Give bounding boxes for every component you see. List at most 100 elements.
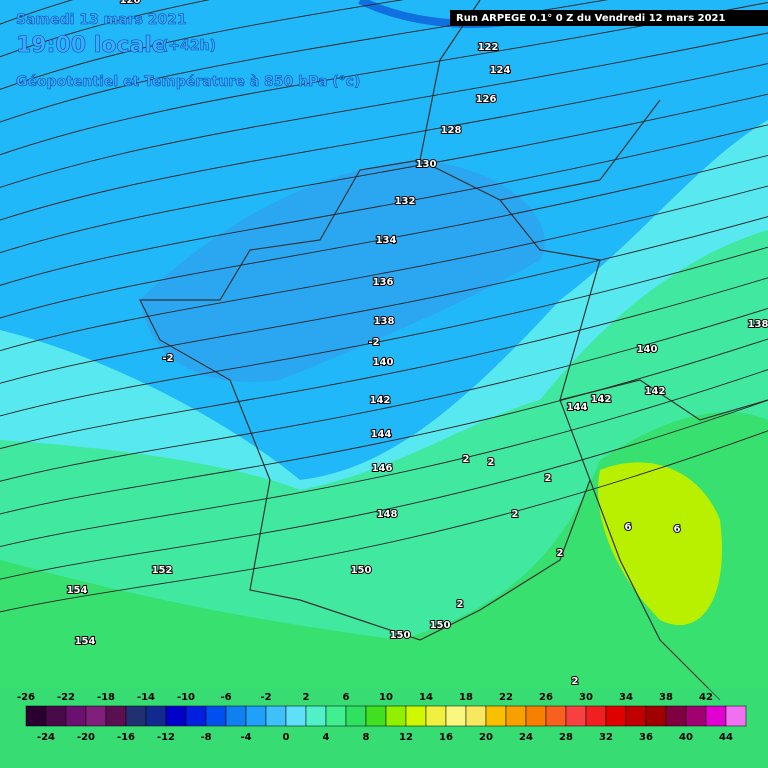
scale-swatch [505,705,527,727]
contour [0,246,768,417]
contour [0,216,768,384]
contour-label: 140 [637,344,658,355]
country-borders [419,0,768,701]
scale-swatch [525,705,547,727]
scale-swatch [625,705,647,727]
contour [0,338,768,515]
contour-label: 154 [67,585,88,596]
contour [0,277,768,450]
scale-label: -20 [77,732,95,743]
contour-label: 138 [748,319,768,330]
scale-swatch [685,705,707,727]
scale-label: -2 [260,692,271,703]
scale-label: 20 [479,732,493,743]
contour-label: 134 [376,235,397,246]
scale-swatch [305,705,327,727]
scale-label: -22 [57,692,75,703]
legend-backdrop [0,688,768,768]
scale-swatch [105,705,127,727]
scale-label: 2 [303,692,310,703]
contour-label: 136 [373,277,394,288]
scale-label: -18 [97,692,115,703]
scale-swatch [385,705,407,727]
scale-swatch [245,705,267,727]
time: 19:00 locale [16,33,167,58]
temperature-label: 2 [572,676,579,687]
scale-label: 32 [599,732,613,743]
scale-label: 28 [559,732,573,743]
scale-swatch [665,705,687,727]
contour [0,369,768,548]
scale-swatch [465,705,487,727]
scale-swatch [705,705,727,727]
scale-swatch [345,705,367,727]
scale-label: 34 [619,692,633,703]
scale-label: -12 [157,732,175,743]
scale-label: 6 [343,692,350,703]
scale-label: 42 [699,692,713,703]
scale-label: 26 [539,692,553,703]
scale-label: -26 [17,692,35,703]
scale-label: 18 [459,692,473,703]
contour-label: 142 [370,395,391,406]
contour [0,124,768,286]
scale-label: 36 [639,732,653,743]
scale-swatch [125,705,147,727]
scale-label: 14 [419,692,433,703]
temperature-label: 6 [674,524,681,535]
scale-swatch [25,705,47,727]
contour-label: 140 [373,357,394,368]
scale-swatch [725,705,747,727]
scale-swatch [445,705,467,727]
color-scale: -26 -22 -18 -14 -10 -6 -2 2 6 10 14 18 22 26 30 34 38 42-… [17,692,747,743]
contour-label: 152 [152,565,173,576]
contour [0,63,768,221]
scale-label: -8 [200,732,211,743]
contour [0,93,768,254]
scale-swatch [325,705,347,727]
contour [0,430,768,613]
parameter: Géopotentiel et Température à 850 hPa (°… [16,74,360,90]
contour-label: 144 [567,402,588,413]
france-border [139,159,601,641]
scale-swatch [565,705,587,727]
temperature-label: 2 [457,599,464,610]
scale-swatch [605,705,627,727]
contour-label: 150 [390,630,411,641]
temperature-label: 2 [512,509,519,520]
temperature-label: 2 [488,457,495,468]
scale-swatch [365,705,387,727]
contour-label: 128 [441,125,462,136]
scale-label: 10 [379,692,393,703]
contour-label: 150 [351,565,372,576]
date: Samedi 13 mars 2021 [16,12,187,28]
run-banner [450,10,768,26]
contour [0,0,609,123]
scale-label: 16 [439,732,453,743]
scale-label: 0 [283,732,290,743]
temperature-label: 2 [545,473,552,484]
contour-label: 142 [591,394,612,405]
contour-label: 130 [416,159,437,170]
scale-label: 38 [659,692,673,703]
contour [0,1,768,156]
scale-swatch [405,705,427,727]
run-info: Run ARPEGE 0.1° 0 Z du Vendredi 12 mars … [456,13,726,24]
scale-label: -24 [37,732,55,743]
scale-label: 8 [363,732,370,743]
borders [139,0,768,701]
scale-label: 12 [399,732,413,743]
scale-label: 22 [499,692,513,703]
scale-label: 40 [679,732,693,743]
contour-label: 142 [645,386,666,397]
contour-label: 150 [430,620,451,631]
scale-swatch [145,705,167,727]
contour-label: 154 [75,636,96,647]
scale-label: -6 [220,692,231,703]
scale-label: -14 [137,692,155,703]
scale-swatch [185,705,207,727]
temperature-label: 6 [625,522,632,533]
zone-green [0,412,768,768]
scale-label: -4 [240,732,251,743]
